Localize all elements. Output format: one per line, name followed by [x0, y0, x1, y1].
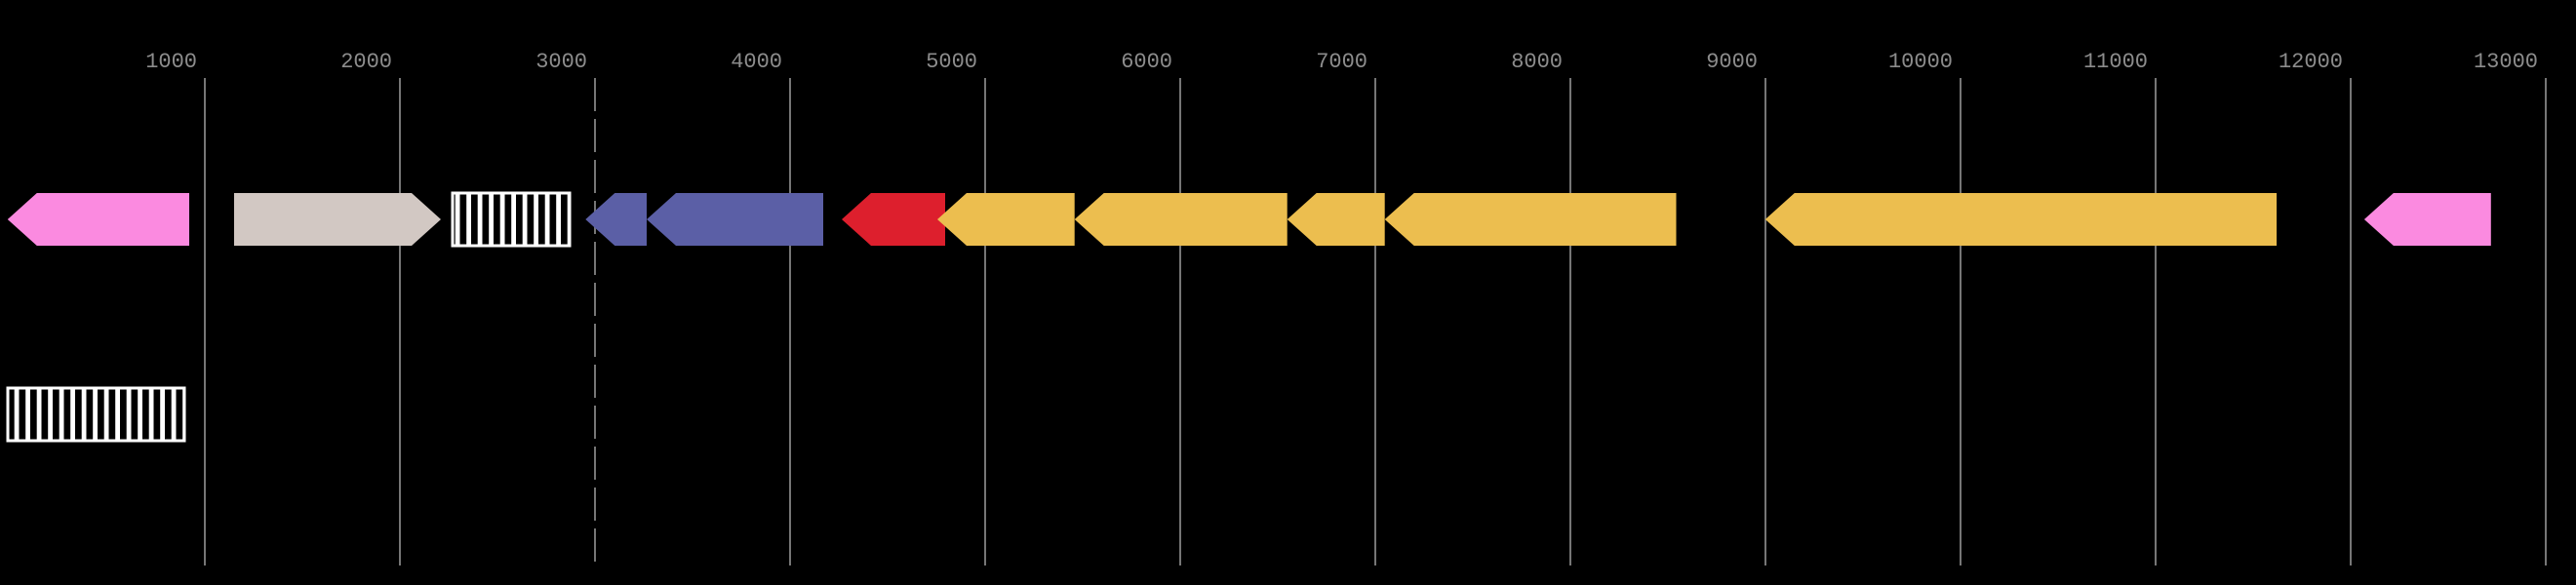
svg-text:7000: 7000: [1316, 50, 1367, 74]
svg-text:8000: 8000: [1511, 50, 1563, 74]
svg-text:1000: 1000: [145, 50, 197, 74]
svg-text:12000: 12000: [2279, 50, 2343, 74]
svg-text:13000: 13000: [2474, 50, 2538, 74]
svg-text:4000: 4000: [731, 50, 782, 74]
svg-text:2000: 2000: [340, 50, 392, 74]
svg-text:10000: 10000: [1888, 50, 1953, 74]
svg-text:9000: 9000: [1706, 50, 1758, 74]
svg-text:5000: 5000: [926, 50, 977, 74]
svg-text:6000: 6000: [1121, 50, 1172, 74]
svg-text:11000: 11000: [2083, 50, 2148, 74]
svg-text:3000: 3000: [535, 50, 587, 74]
